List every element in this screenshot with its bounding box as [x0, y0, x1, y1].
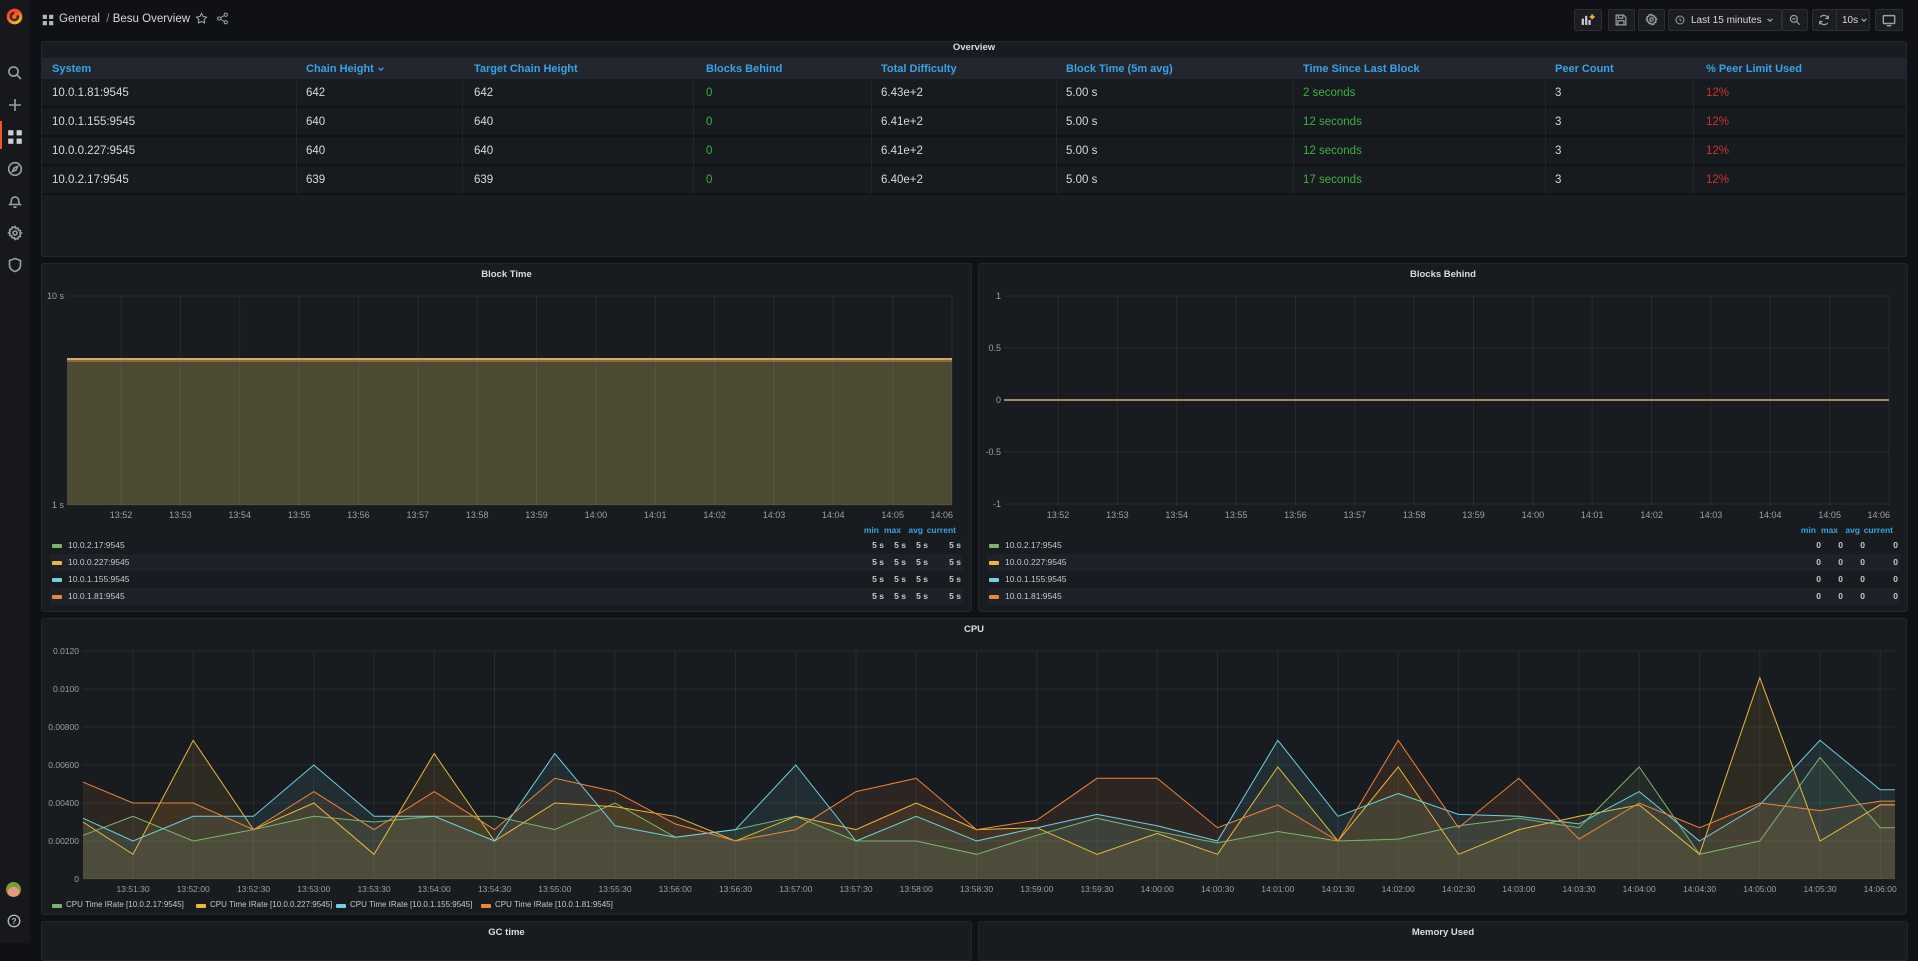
- svg-text:0.0100: 0.0100: [53, 684, 79, 694]
- svg-text:1: 1: [996, 291, 1001, 301]
- svg-text:0.00400: 0.00400: [48, 798, 79, 808]
- svg-text:13:53: 13:53: [1106, 510, 1129, 520]
- svg-text:14:03: 14:03: [763, 510, 786, 520]
- svg-text:13:59: 13:59: [525, 510, 548, 520]
- svg-text:13:59:30: 13:59:30: [1080, 884, 1113, 894]
- svg-text:?: ?: [11, 916, 16, 926]
- svg-text:14:05:30: 14:05:30: [1803, 884, 1836, 894]
- svg-text:14:04:30: 14:04:30: [1683, 884, 1716, 894]
- svg-text:14:00: 14:00: [1522, 510, 1545, 520]
- svg-text:13:59: 13:59: [1462, 510, 1485, 520]
- svg-text:13:54: 13:54: [1165, 510, 1188, 520]
- svg-text:-1: -1: [993, 499, 1001, 509]
- svg-text:0.0120: 0.0120: [53, 646, 79, 656]
- svg-text:14:00: 14:00: [585, 510, 608, 520]
- svg-text:14:06: 14:06: [930, 510, 953, 520]
- svg-text:-0.5: -0.5: [985, 447, 1001, 457]
- svg-text:13:56: 13:56: [1284, 510, 1307, 520]
- svg-text:13:51:30: 13:51:30: [116, 884, 149, 894]
- svg-text:13:54: 13:54: [228, 510, 251, 520]
- svg-text:0: 0: [996, 395, 1001, 405]
- svg-text:13:52:30: 13:52:30: [237, 884, 270, 894]
- svg-text:14:01: 14:01: [644, 510, 667, 520]
- svg-text:13:57:30: 13:57:30: [839, 884, 872, 894]
- svg-text:13:55: 13:55: [1225, 510, 1248, 520]
- svg-text:14:01:30: 14:01:30: [1321, 884, 1354, 894]
- svg-text:14:06: 14:06: [1867, 510, 1890, 520]
- svg-text:13:57:00: 13:57:00: [779, 884, 812, 894]
- svg-text:14:04:00: 14:04:00: [1623, 884, 1656, 894]
- svg-text:0.5: 0.5: [988, 343, 1001, 353]
- svg-text:14:06:00: 14:06:00: [1864, 884, 1897, 894]
- svg-text:14:04: 14:04: [1759, 510, 1782, 520]
- svg-text:13:55:00: 13:55:00: [538, 884, 571, 894]
- svg-text:14:05:00: 14:05:00: [1743, 884, 1776, 894]
- svg-text:10 s: 10 s: [47, 291, 65, 301]
- svg-text:13:52: 13:52: [1047, 510, 1070, 520]
- svg-text:13:58: 13:58: [466, 510, 489, 520]
- svg-text:1 s: 1 s: [52, 500, 65, 510]
- svg-text:14:00:00: 14:00:00: [1141, 884, 1174, 894]
- svg-text:13:53:30: 13:53:30: [357, 884, 390, 894]
- svg-text:14:02:00: 14:02:00: [1382, 884, 1415, 894]
- svg-text:14:05: 14:05: [881, 510, 904, 520]
- svg-text:14:04: 14:04: [822, 510, 845, 520]
- svg-text:14:05: 14:05: [1818, 510, 1841, 520]
- svg-text:13:57: 13:57: [1344, 510, 1367, 520]
- svg-text:13:58: 13:58: [1403, 510, 1426, 520]
- svg-text:13:54:00: 13:54:00: [418, 884, 451, 894]
- svg-text:13:56: 13:56: [347, 510, 370, 520]
- svg-text:14:02: 14:02: [1640, 510, 1663, 520]
- svg-text:13:55:30: 13:55:30: [598, 884, 631, 894]
- svg-text:13:58:00: 13:58:00: [900, 884, 933, 894]
- svg-text:13:57: 13:57: [407, 510, 430, 520]
- svg-text:13:52:00: 13:52:00: [177, 884, 210, 894]
- svg-text:13:55: 13:55: [288, 510, 311, 520]
- svg-text:0: 0: [74, 874, 79, 884]
- svg-text:0.00800: 0.00800: [48, 722, 79, 732]
- svg-text:14:03:30: 14:03:30: [1562, 884, 1595, 894]
- svg-text:14:01:00: 14:01:00: [1261, 884, 1294, 894]
- svg-text:14:02:30: 14:02:30: [1442, 884, 1475, 894]
- svg-text:0.00200: 0.00200: [48, 836, 79, 846]
- svg-text:13:53: 13:53: [169, 510, 192, 520]
- svg-text:13:58:30: 13:58:30: [960, 884, 993, 894]
- svg-text:13:54:30: 13:54:30: [478, 884, 511, 894]
- svg-text:14:03:00: 14:03:00: [1502, 884, 1535, 894]
- svg-text:13:56:30: 13:56:30: [719, 884, 752, 894]
- svg-text:14:00:30: 14:00:30: [1201, 884, 1234, 894]
- svg-text:13:53:00: 13:53:00: [297, 884, 330, 894]
- svg-text:14:01: 14:01: [1581, 510, 1604, 520]
- svg-text:13:59:00: 13:59:00: [1020, 884, 1053, 894]
- svg-text:0.00600: 0.00600: [48, 760, 79, 770]
- svg-text:13:56:00: 13:56:00: [659, 884, 692, 894]
- svg-text:14:02: 14:02: [703, 510, 726, 520]
- svg-text:14:03: 14:03: [1700, 510, 1723, 520]
- svg-text:13:52: 13:52: [110, 510, 133, 520]
